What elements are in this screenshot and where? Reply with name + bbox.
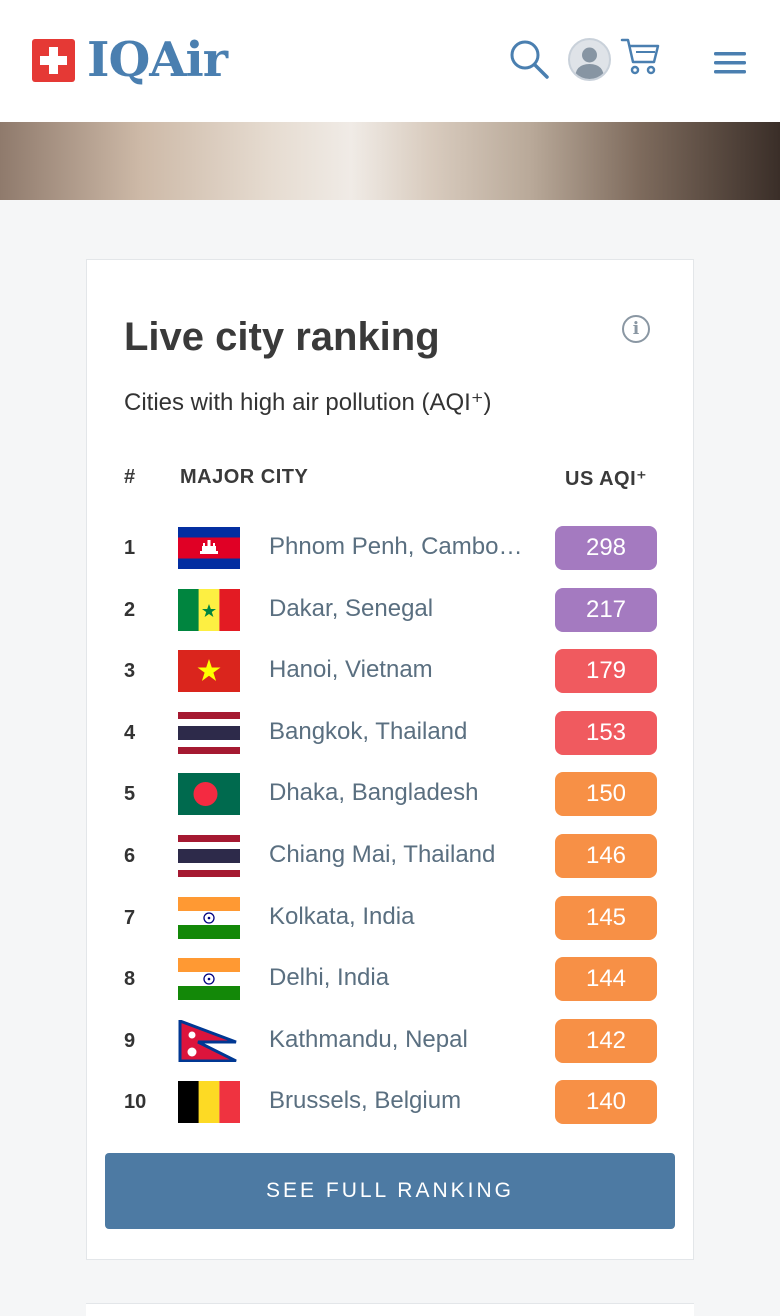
india-flag-icon xyxy=(178,958,240,1001)
city-name[interactable]: Brussels, Belgium xyxy=(269,1087,462,1115)
aqi-badge: 142 xyxy=(555,1018,657,1063)
rank-number: 8 xyxy=(124,968,136,991)
card-subtitle: Cities with high air pollution (AQI⁺) xyxy=(124,389,492,416)
hero-image xyxy=(0,122,780,200)
bangladesh-flag-icon xyxy=(178,773,240,816)
ranking-row[interactable]: 6 Chiang Mai, Thailand 146 xyxy=(87,827,695,889)
city-name[interactable]: Dhaka, Bangladesh xyxy=(269,779,479,807)
nepal-flag-icon xyxy=(178,1019,240,1062)
vietnam-flag-icon xyxy=(178,650,240,693)
column-header-city: MAJOR CITY xyxy=(180,466,309,488)
avatar[interactable] xyxy=(568,38,611,81)
aqi-badge: 144 xyxy=(555,957,657,1002)
column-header-aqi: US AQI⁺ xyxy=(565,468,648,490)
aqi-badge: 179 xyxy=(555,649,657,694)
site-header: IQAir xyxy=(0,0,780,122)
ranking-row[interactable]: 10 Brussels, Belgium 140 xyxy=(87,1073,695,1135)
ranking-row[interactable]: 1 Phnom Penh, Cambodia 298 xyxy=(87,519,695,581)
thailand-flag-icon xyxy=(178,711,240,754)
city-name[interactable]: Kolkata, India xyxy=(269,902,415,930)
ranking-row[interactable]: 5 Dhaka, Bangladesh 150 xyxy=(87,765,695,827)
rank-number: 2 xyxy=(124,598,136,621)
rank-number: 9 xyxy=(124,1029,136,1052)
see-full-ranking-button[interactable]: SEE FULL RANKING xyxy=(105,1153,675,1229)
column-header-rank: # xyxy=(124,466,136,488)
aqi-badge: 145 xyxy=(555,895,657,940)
city-name[interactable]: Hanoi, Vietnam xyxy=(269,656,433,684)
city-name[interactable]: Chiang Mai, Thailand xyxy=(269,841,496,868)
rank-number: 3 xyxy=(124,660,136,683)
rank-number: 6 xyxy=(124,845,136,867)
iqair-logo[interactable]: IQAir xyxy=(32,32,228,88)
ranking-row[interactable]: 9 Kathmandu, Nepal 142 xyxy=(87,1012,695,1074)
aqi-badge: 150 xyxy=(555,772,657,817)
aqi-badge: 146 xyxy=(555,834,657,878)
rank-number: 7 xyxy=(124,906,136,929)
city-name[interactable]: Phnom Penh, Cambodia xyxy=(269,533,529,560)
aqi-badge: 140 xyxy=(555,1080,657,1125)
aqi-badge: 217 xyxy=(555,587,657,632)
swiss-cross-icon xyxy=(32,38,75,82)
cart-icon[interactable] xyxy=(620,36,662,76)
cambodia-flag-icon xyxy=(178,527,240,569)
rank-number: 10 xyxy=(124,1091,147,1114)
india-flag-icon xyxy=(178,896,240,939)
rank-number: 5 xyxy=(124,783,136,806)
search-icon[interactable] xyxy=(508,38,550,80)
logo-text: IQAir xyxy=(87,32,228,88)
next-card xyxy=(86,1303,694,1316)
thailand-flag-icon xyxy=(178,835,240,877)
live-city-ranking-card: Live city ranking i Cities with high air… xyxy=(86,259,694,1260)
ranking-row[interactable]: 4 Bangkok, Thailand 153 xyxy=(87,704,695,766)
city-name[interactable]: Delhi, India xyxy=(269,964,390,992)
ranking-row[interactable]: 7 Kolkata, India 145 xyxy=(87,889,695,951)
belgium-flag-icon xyxy=(178,1081,240,1124)
card-title: Live city ranking xyxy=(124,315,440,359)
senegal-flag-icon xyxy=(178,588,240,631)
rank-number: 4 xyxy=(124,721,136,744)
aqi-badge: 153 xyxy=(555,710,657,755)
aqi-badge: 298 xyxy=(555,526,657,570)
ranking-row[interactable]: 8 Delhi, India 144 xyxy=(87,950,695,1012)
ranking-row[interactable]: 2 Dakar, Senegal 217 xyxy=(87,581,695,643)
ranking-row[interactable]: 3 Hanoi, Vietnam 179 xyxy=(87,642,695,704)
hamburger-menu-icon[interactable] xyxy=(712,50,748,76)
city-name[interactable]: Bangkok, Thailand xyxy=(269,717,468,745)
city-name[interactable]: Kathmandu, Nepal xyxy=(269,1025,468,1053)
info-icon[interactable]: i xyxy=(622,315,650,343)
rank-number: 1 xyxy=(124,537,136,559)
city-name[interactable]: Dakar, Senegal xyxy=(269,594,434,622)
user-icon xyxy=(575,47,604,79)
